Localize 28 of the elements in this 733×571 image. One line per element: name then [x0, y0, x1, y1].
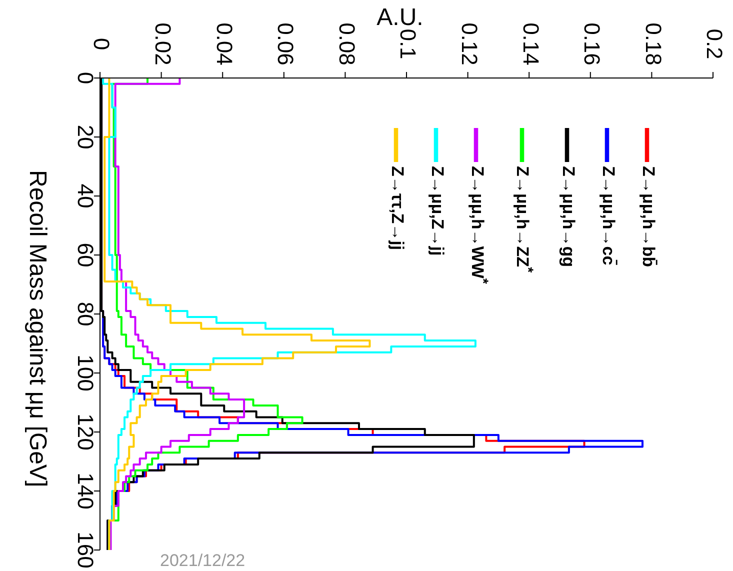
x-tick-label: 0.08: [334, 22, 360, 66]
x-tick-label: 0.1: [396, 28, 421, 60]
y-axis-title: Recoil Mass against μμ [GeV]: [24, 170, 51, 488]
x-tick-label: 0.16: [580, 22, 605, 66]
x-tick-label: 0.14: [518, 22, 544, 66]
y-tick-label: 80: [73, 302, 98, 326]
text: 2021/12/22: [160, 551, 246, 571]
y-tick-label: 140: [73, 472, 98, 510]
y-tick-label: 100: [73, 354, 98, 392]
x-tick-label: 0.12: [456, 22, 482, 66]
x-tick-label: 0.18: [640, 22, 666, 66]
legend-label: Z→μμ,h→gg: [559, 166, 578, 268]
y-tick-label: 20: [73, 124, 98, 150]
x-tick-label: 0.2: [702, 28, 728, 60]
legend-label: Z→μμ,h→cc̄: [599, 166, 618, 266]
x-tick-label: 0.06: [273, 22, 298, 66]
y-tick-label: 0: [73, 72, 98, 84]
legend-label: Z→ττ,Z→jj: [388, 166, 407, 250]
y-tick-label: 40: [73, 184, 98, 208]
x-axis-title: A.U.: [376, 4, 424, 31]
x-tick-label: 0.04: [212, 22, 237, 66]
legend-label: Z→μμ,Z→jj: [428, 166, 447, 256]
x-tick-label: 0.02: [150, 22, 176, 66]
y-tick-label: 60: [73, 242, 98, 268]
y-tick-label: 120: [73, 414, 98, 450]
x-tick-label: 0: [89, 38, 114, 50]
y-tick-label: 160: [73, 532, 98, 568]
legend-label: Z→μμ,h→bb̄: [639, 166, 658, 268]
